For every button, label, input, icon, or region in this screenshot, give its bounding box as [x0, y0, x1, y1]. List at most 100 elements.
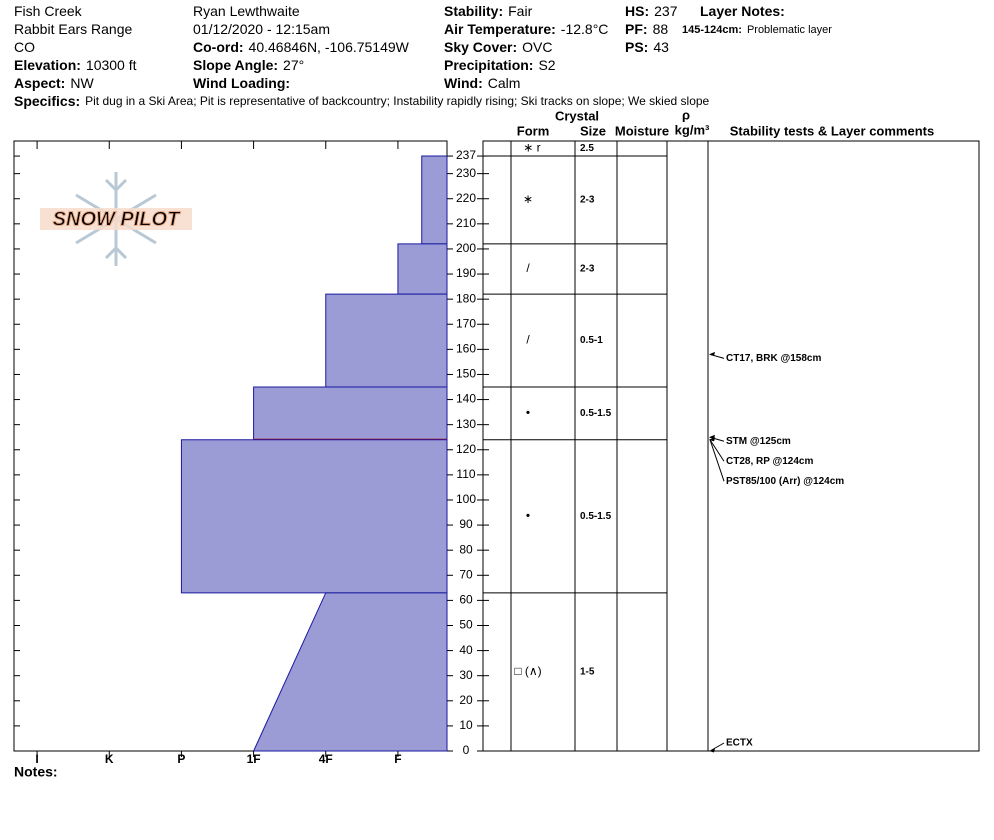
test-arrowhead	[709, 437, 715, 442]
y-tick-label: 90	[459, 517, 473, 531]
size-cell: 2-3	[580, 195, 595, 206]
header-field: Ryan Lewthwaite	[193, 3, 300, 19]
field-label: Sky Cover:	[444, 39, 517, 55]
logo-text: SNOW PILOT	[53, 208, 181, 230]
y-tick-label: 110	[456, 467, 475, 481]
header-field: CO	[14, 39, 35, 55]
size-cell: 0.5-1.5	[580, 511, 612, 522]
test-label: STM @125cm	[726, 436, 791, 447]
header-field: 145-124cm: Problematic layer	[682, 24, 832, 36]
field-label: Wind Loading:	[193, 75, 290, 91]
field-value: 40.46846N, -106.75149W	[249, 39, 410, 55]
field-value: Fish Creek	[14, 3, 83, 19]
table-frame	[482, 140, 980, 752]
header-field: 01/12/2020 - 12:15am	[193, 21, 330, 37]
table-header: Stability tests & Layer comments	[730, 123, 934, 138]
y-tick-label: 50	[459, 618, 473, 632]
header-field: Fish Creek	[14, 3, 83, 19]
size-cell: 0.5-1.5	[580, 408, 612, 419]
hardness-layer	[325, 293, 448, 388]
y-tick-label: 230	[456, 166, 476, 180]
field-label: Precipitation:	[444, 57, 533, 73]
header-field: PF: 88	[625, 21, 668, 37]
field-label: Layer Notes:	[700, 3, 785, 19]
field-value: Fair	[508, 3, 532, 19]
hardness-layer	[180, 439, 448, 594]
header-field: Wind: Calm	[444, 75, 520, 91]
header-field: Co-ord: 40.46846N, -106.75149W	[193, 39, 410, 55]
header-field: HS: 237	[625, 3, 678, 19]
table-header: Form	[517, 123, 550, 138]
field-value: 10300 ft	[86, 57, 137, 73]
y-tick-label: 140	[456, 392, 476, 406]
y-tick-label: 180	[456, 291, 476, 305]
field-label: Elevation:	[14, 57, 81, 73]
field-value: Rabbit Ears Range	[14, 21, 133, 37]
notes-label: Notes:	[14, 764, 58, 780]
y-tick-label: 100	[456, 492, 476, 506]
hardness-layer	[421, 155, 448, 245]
y-tick-label: 200	[456, 241, 476, 255]
field-label: Co-ord:	[193, 39, 244, 55]
field-label: HS:	[625, 3, 649, 19]
table-header: Size	[580, 123, 606, 138]
y-tick-label: 210	[456, 216, 476, 230]
y-tick-label: 70	[459, 567, 473, 581]
field-value: -12.8°C	[561, 21, 609, 37]
y-tick-label: 60	[459, 593, 473, 607]
specifics-value: Pit dug in a Ski Area; Pit is representa…	[85, 94, 709, 108]
form-cell: /	[526, 333, 530, 347]
x-tick-label: F	[394, 752, 401, 766]
table-header: ρ	[682, 107, 690, 122]
y-tick-label: 150	[456, 367, 476, 381]
field-value: OVC	[522, 39, 552, 55]
field-value: NW	[70, 75, 94, 91]
header-field: Aspect: NW	[14, 75, 94, 91]
y-tick-label: 40	[459, 643, 473, 657]
field-value: Ryan Lewthwaite	[193, 3, 300, 19]
test-arrowhead	[709, 351, 715, 356]
y-tick-label: 30	[459, 668, 473, 682]
x-tick-label: 1F	[247, 752, 261, 766]
field-label: Stability:	[444, 3, 503, 19]
test-arrow	[709, 439, 725, 462]
size-cell: 0.5-1	[580, 335, 603, 346]
form-cell: ∗ r	[523, 141, 540, 155]
y-tick-label: 130	[456, 417, 476, 431]
header-field: Precipitation: S2	[444, 57, 556, 73]
form-cell: ∗	[523, 192, 533, 206]
specifics-label: Specifics:	[14, 93, 80, 109]
header-field: Layer Notes:	[700, 3, 785, 19]
field-value: 01/12/2020 - 12:15am	[193, 21, 330, 37]
field-value: CO	[14, 39, 35, 55]
test-arrowhead	[709, 748, 715, 753]
form-cell: •	[526, 406, 530, 420]
header-field: Sky Cover: OVC	[444, 39, 553, 55]
y-tick-label: 80	[459, 542, 473, 556]
field-label: Wind:	[444, 75, 483, 91]
y-tick-label: 220	[456, 191, 476, 205]
field-value: 88	[653, 21, 669, 37]
y-tick-label: 10	[459, 718, 473, 732]
y-tick-label: 0	[463, 743, 470, 757]
field-value: S2	[538, 57, 555, 73]
field-value: Calm	[488, 75, 521, 91]
header-field: PS: 43	[625, 39, 669, 55]
form-cell: •	[526, 508, 530, 522]
size-cell: 2.5	[580, 143, 594, 154]
header-field: Slope Angle: 27°	[193, 57, 304, 73]
size-cell: 1-5	[580, 667, 595, 678]
y-tick-label: 120	[456, 442, 476, 456]
hardness-layer	[253, 386, 448, 441]
form-cell: /	[526, 261, 530, 275]
y-tick-label: 190	[456, 266, 476, 280]
test-label: PST85/100 (Arr) @124cm	[726, 476, 844, 487]
field-label: PF:	[625, 21, 648, 37]
test-arrowhead	[709, 434, 715, 439]
field-label: PS:	[625, 39, 648, 55]
y-tick-label: 237	[456, 148, 476, 162]
logo-band	[40, 208, 192, 230]
header-field: Elevation: 10300 ft	[14, 57, 137, 73]
test-arrow	[709, 439, 725, 482]
